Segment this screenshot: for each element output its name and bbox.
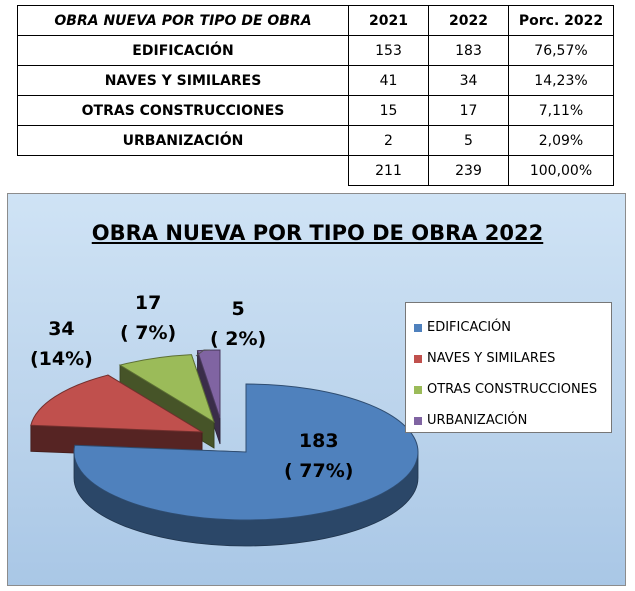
data-label-value: 17 [134, 292, 162, 314]
column-header-2021: 2021 [348, 5, 429, 36]
legend-swatch [414, 385, 422, 394]
table-header-row: OBRA NUEVA POR TIPO DE OBRA 2021 2022 Po… [17, 5, 614, 36]
cell-pct: 76,57% [508, 35, 614, 66]
leader-line [195, 349, 210, 357]
legend-label: EDIFICACIÓN [427, 320, 511, 335]
legend-item-edificacion: EDIFICACIÓN [406, 312, 611, 343]
table-title: OBRA NUEVA POR TIPO DE OBRA [17, 5, 349, 36]
chart-legend: EDIFICACIÓN NAVES Y SIMILARES OTRAS CONS… [405, 302, 612, 433]
cell-2021: 2 [348, 125, 429, 156]
total-2021: 211 [348, 155, 429, 186]
row-label: EDIFICACIÓN [17, 35, 349, 66]
legend-item-naves: NAVES Y SIMILARES [406, 343, 611, 374]
data-label-percent: ( 77%) [284, 460, 354, 482]
cell-2021: 153 [348, 35, 429, 66]
data-label: 17 ( 7%) [120, 288, 176, 348]
cell-pct: 14,23% [508, 65, 614, 96]
legend-item-otras: OTRAS CONSTRUCCIONES [406, 374, 611, 405]
cell-2022: 5 [428, 125, 509, 156]
legend-label: NAVES Y SIMILARES [427, 351, 556, 366]
pie-slice-0 [73, 383, 419, 521]
data-label: 183 ( 77%) [284, 426, 353, 486]
row-label: OTRAS CONSTRUCCIONES [17, 95, 349, 126]
cell-2022: 183 [428, 35, 509, 66]
data-label-value: 5 [231, 298, 245, 320]
legend-swatch [414, 354, 422, 363]
pie-slice-1 [30, 374, 204, 433]
chart-title: OBRA NUEVA POR TIPO DE OBRA 2022 [91, 221, 544, 245]
pie-chart-area: OBRA NUEVA POR TIPO DE OBRA 2022 183 ( 77… [7, 193, 626, 586]
table-row: URBANIZACIÓN 2 5 2,09% [17, 125, 614, 156]
table-row: EDIFICACIÓN 153 183 76,57% [17, 35, 614, 66]
data-label: 5 ( 2%) [210, 294, 266, 354]
cell-2022: 17 [428, 95, 509, 126]
cell-2021: 41 [348, 65, 429, 96]
column-header-pct: Porc. 2022 [508, 5, 614, 36]
legend-label: OTRAS CONSTRUCCIONES [427, 382, 598, 397]
data-label-value: 34 [48, 318, 75, 340]
pie-slice-2 [118, 354, 215, 424]
obra-nueva-table: OBRA NUEVA POR TIPO DE OBRA 2021 2022 Po… [17, 5, 614, 186]
table-row: OTRAS CONSTRUCCIONES 15 17 7,11% [17, 95, 614, 126]
cell-pct: 7,11% [508, 95, 614, 126]
row-label: NAVES Y SIMILARES [17, 65, 349, 96]
table-totals-row: 211 239 100,00% [18, 155, 614, 186]
totals-empty-cell [18, 156, 349, 186]
cell-2021: 15 [348, 95, 429, 126]
pie-chart [30, 349, 419, 547]
data-label-percent: ( 7%) [120, 322, 177, 344]
data-label-percent: (14%) [30, 348, 93, 370]
legend-swatch [414, 323, 422, 332]
data-label: 34 (14%) [30, 314, 93, 374]
legend-item-urbanizacion: URBANIZACIÓN [406, 405, 611, 436]
row-label: URBANIZACIÓN [17, 125, 349, 156]
cell-pct: 2,09% [508, 125, 614, 156]
total-2022: 239 [428, 155, 509, 186]
cell-2022: 34 [428, 65, 509, 96]
legend-label: URBANIZACIÓN [427, 413, 528, 428]
data-label-value: 183 [298, 430, 339, 452]
total-pct: 100,00% [508, 155, 614, 186]
column-header-2022: 2022 [428, 5, 509, 36]
table-row: NAVES Y SIMILARES 41 34 14,23% [17, 65, 614, 96]
legend-swatch [414, 416, 422, 425]
data-label-percent: ( 2%) [210, 328, 267, 350]
